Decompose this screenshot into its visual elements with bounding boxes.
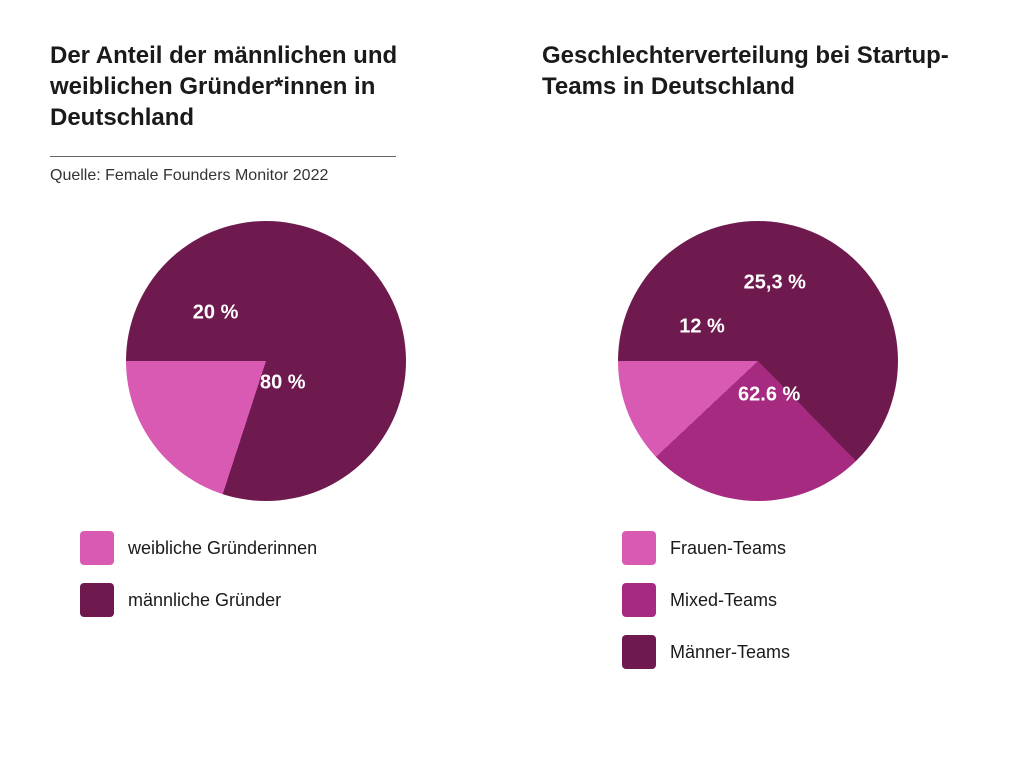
legend-swatch xyxy=(80,583,114,617)
legend-label: Mixed-Teams xyxy=(670,590,777,611)
right-legend: Frauen-Teams Mixed-Teams Männer-Teams xyxy=(622,531,974,669)
legend-item: Frauen-Teams xyxy=(622,531,974,565)
left-chart-wrap: 20 % 80 % xyxy=(50,221,482,501)
right-chart-wrap: 12 % 25,3 % 62.6 % xyxy=(542,221,974,501)
right-slice-label-0: 12 % xyxy=(679,316,725,339)
right-source-spacer xyxy=(542,167,974,191)
left-pie-chart: 20 % 80 % xyxy=(126,221,406,501)
left-slice-label-0: 20 % xyxy=(193,302,239,325)
left-panel: Der Anteil der männlichen und weiblichen… xyxy=(50,40,482,728)
legend-swatch xyxy=(80,531,114,565)
right-pie-chart: 12 % 25,3 % 62.6 % xyxy=(618,221,898,501)
legend-swatch xyxy=(622,583,656,617)
legend-item: Mixed-Teams xyxy=(622,583,974,617)
legend-label: weibliche Gründerinnen xyxy=(128,538,317,559)
legend-swatch xyxy=(622,635,656,669)
legend-item: Männer-Teams xyxy=(622,635,974,669)
legend-label: Frauen-Teams xyxy=(670,538,786,559)
right-title: Geschlechterverteilung bei Startup-Teams… xyxy=(542,40,974,140)
right-panel: Geschlechterverteilung bei Startup-Teams… xyxy=(542,40,974,728)
legend-item: weibliche Gründerinnen xyxy=(80,531,482,565)
left-slice-label-1: 80 % xyxy=(260,372,306,395)
right-slice-label-1: 25,3 % xyxy=(744,271,806,294)
left-source: Quelle: Female Founders Monitor 2022 xyxy=(50,167,482,191)
right-slice-label-2: 62.6 % xyxy=(738,383,800,406)
left-title: Der Anteil der männlichen und weiblichen… xyxy=(50,40,482,140)
legend-item: männliche Gründer xyxy=(80,583,482,617)
left-rule xyxy=(50,156,396,157)
left-legend: weibliche Gründerinnen männliche Gründer xyxy=(80,531,482,617)
legend-swatch xyxy=(622,531,656,565)
legend-label: männliche Gründer xyxy=(128,590,281,611)
right-rule-spacer xyxy=(542,156,974,157)
legend-label: Männer-Teams xyxy=(670,642,790,663)
